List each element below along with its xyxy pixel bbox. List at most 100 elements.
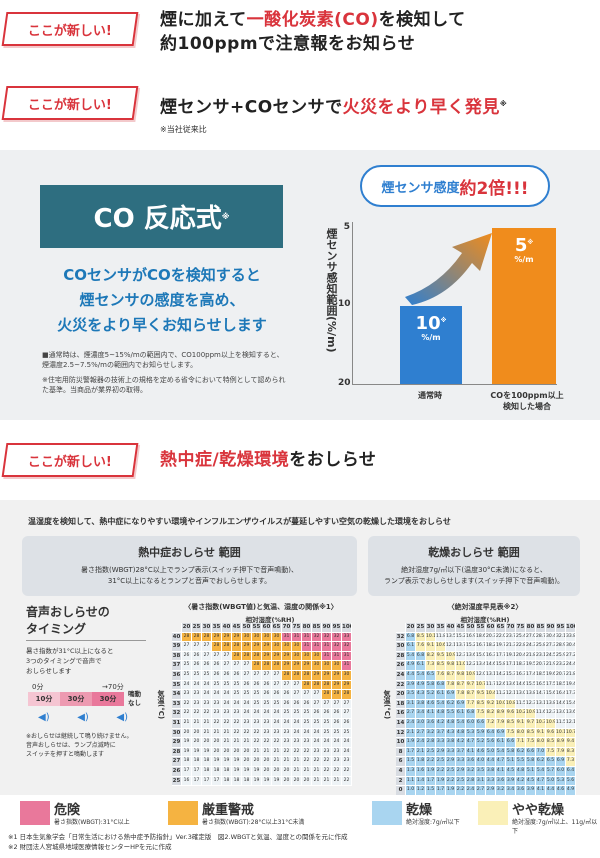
table-cell: 2.2 xyxy=(436,766,446,777)
table-cell: 19 xyxy=(242,766,252,777)
table-cell: 24 xyxy=(312,728,322,739)
table-cell: 32 xyxy=(342,642,352,652)
voice-note: ※おしらせは継続して鳴り続けません。 音声おしらせは、ランプ点滅時に スイッチを押す… xyxy=(26,733,133,758)
table-row-header: 20 xyxy=(396,690,406,700)
table-cell: 22 xyxy=(232,728,242,739)
table-cell: 24 xyxy=(292,728,302,739)
table-cell: 2.2 xyxy=(426,757,436,767)
table-cell: 27 xyxy=(222,661,232,671)
table-cell: 27 xyxy=(312,690,322,700)
table-cell: 4.3 xyxy=(446,728,456,739)
table-cell: 12.6 xyxy=(496,680,506,691)
table-cell: 23 xyxy=(292,738,302,748)
table-cell: 27 xyxy=(262,670,272,681)
table-cell: 19.6 xyxy=(546,670,556,681)
table-cell: 28 xyxy=(282,670,292,681)
table-cell: 17.4 xyxy=(526,670,536,681)
table-cell: 10.1 xyxy=(556,728,566,739)
table-row-header: 16 xyxy=(396,709,406,719)
table-cell: 4.9 xyxy=(406,661,416,671)
table-cell: 26 xyxy=(342,718,352,729)
table-cell: 22 xyxy=(322,766,332,777)
table-cell: 21 xyxy=(212,728,222,739)
table-col-header: 100 xyxy=(342,623,352,633)
table-row-header: 27 xyxy=(172,757,182,767)
table-cell: 13.6 xyxy=(566,709,576,719)
chart-bar-value: 5※ xyxy=(514,235,534,256)
table-row-header: 32 xyxy=(172,709,182,719)
table-row-header: 24 xyxy=(396,670,406,681)
table-cell: 11.5 xyxy=(516,699,526,710)
table-cell: 25 xyxy=(242,690,252,700)
table-cell: 23 xyxy=(192,699,202,710)
table-col-header: 30 xyxy=(202,623,212,633)
table-cell: 12.0 xyxy=(476,670,486,681)
table-cell: 17.5 xyxy=(546,680,556,691)
table-cell: 24 xyxy=(332,738,342,748)
table-cell: 21 xyxy=(292,766,302,777)
table-cell: 6.5 xyxy=(426,670,436,681)
table-cell: 29 xyxy=(342,680,352,691)
table-cell: 1.7 xyxy=(436,786,446,796)
table-cell: 26 xyxy=(242,680,252,691)
table-cell: 4.1 xyxy=(426,709,436,719)
table-cell: 3.2 xyxy=(496,786,506,796)
table-cell: 26 xyxy=(322,709,332,719)
table-cell: 23 xyxy=(262,718,272,729)
table-cell: 21 xyxy=(312,766,322,777)
table-cell: 18 xyxy=(232,776,242,787)
table-cell: 3.6 xyxy=(516,786,526,796)
table-cell: 25 xyxy=(202,670,212,681)
table-cell: 28 xyxy=(322,680,332,691)
table-cell: 13.1 xyxy=(536,699,546,710)
table-cell: 15.3 xyxy=(506,670,516,681)
table-cell: 8.7 xyxy=(456,680,466,691)
table-cell: 8.2 xyxy=(486,709,496,719)
table-cell: 7.2 xyxy=(486,718,496,729)
table-cell: 22 xyxy=(322,757,332,767)
table-cell: 21 xyxy=(312,776,322,787)
table-cell: 21 xyxy=(282,757,292,767)
table-cell: 26 xyxy=(262,680,272,691)
table-cell: 3.5 xyxy=(406,690,416,700)
table-cell: 4.6 xyxy=(476,747,486,758)
table-row-header: 36 xyxy=(172,670,182,681)
table-cell: 20 xyxy=(242,757,252,767)
table-cell: 6.9 xyxy=(556,757,566,767)
table-cell: 24 xyxy=(272,718,282,729)
legend-sub: 暑さ指数(WBGT):28°C以上31°C未満 xyxy=(202,819,305,826)
table-cell: 28.9 xyxy=(556,642,566,652)
table-col-header: 35 xyxy=(212,623,222,633)
table-cell: 18.5 xyxy=(536,670,546,681)
table-cell: 23 xyxy=(312,747,322,758)
table-cell: 20 xyxy=(282,776,292,787)
table-cell: 6.1 xyxy=(496,738,506,748)
table-cell: 25 xyxy=(232,680,242,691)
chart-category-label: 通常時 xyxy=(418,391,442,400)
table-cell: 4.7 xyxy=(536,776,546,787)
table-cell: 24 xyxy=(282,718,292,729)
table-cell: 27 xyxy=(212,651,222,662)
table-col-header: 60 xyxy=(262,623,272,633)
table-cell: 8.5 xyxy=(546,738,556,748)
table-cell: 13.6 xyxy=(466,651,476,662)
table-cell: 20 xyxy=(292,776,302,787)
table-cell: 13.1 xyxy=(486,670,496,681)
table-cell: 25 xyxy=(292,709,302,719)
heat-table-sub: 相対湿度(%RH) xyxy=(245,616,295,624)
table-cell: 2.4 xyxy=(466,786,476,796)
table-cell: 12.1 xyxy=(566,718,576,729)
chart-bar-unit: %/m xyxy=(421,333,441,342)
table-cell: 17 xyxy=(182,766,192,777)
table-cell: 23 xyxy=(332,747,342,758)
table-cell: 26 xyxy=(332,718,342,729)
table-row-header: 26 xyxy=(172,766,182,777)
table-cell: 4.1 xyxy=(536,786,546,796)
table-cell: 28.7 xyxy=(536,632,546,643)
table-cell: 21 xyxy=(262,747,272,758)
table-cell: 29 xyxy=(282,651,292,662)
table-cell: 21 xyxy=(202,728,212,739)
table-cell: 23.2 xyxy=(556,661,566,671)
table-cell: 22.0 xyxy=(496,632,506,643)
table-cell: 4.4 xyxy=(406,670,416,681)
